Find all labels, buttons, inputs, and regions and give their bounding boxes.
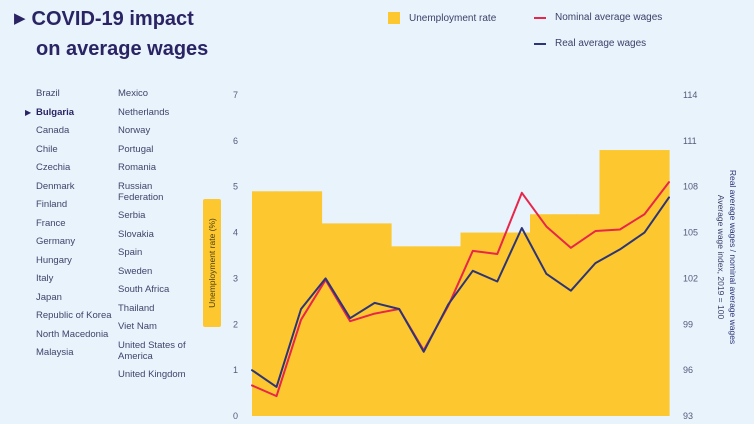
left-axis-ticks: 0 1 2 3 4 5 6 7: [233, 90, 238, 421]
title-line-2: on average wages: [36, 38, 209, 60]
right-tick-108: 108: [683, 182, 698, 192]
legend-nominal-swatch: [534, 16, 546, 19]
country-item-thailand[interactable]: Thailand: [118, 302, 155, 314]
chart-title: ▶ COVID-19 impact on average wages: [14, 5, 208, 63]
unemployment-bar-10: [483, 232, 508, 416]
unemployment-bar-5: [367, 223, 392, 416]
country-item-germany[interactable]: Germany: [36, 236, 76, 247]
wage-lines-layer: [251, 181, 670, 398]
country-item-united-kingdom[interactable]: United Kingdom: [118, 369, 186, 380]
unemployment-bar-0: [252, 191, 276, 416]
unemployment-bar-15: [599, 150, 624, 416]
title-text-1: COVID-19 impact: [31, 8, 194, 30]
unemployment-bar-9: [460, 232, 485, 416]
left-tick-0: 0: [233, 411, 238, 421]
country-item-romania[interactable]: Romania: [118, 162, 157, 173]
left-tick-4: 4: [233, 228, 238, 238]
country-item-netherlands[interactable]: Netherlands: [118, 106, 170, 118]
selected-country-marker-icon: ▶: [25, 107, 32, 117]
country-item-finland[interactable]: Finland: [36, 199, 68, 210]
right-axis-ticks: 93 96 99 102 105 108 111 114: [683, 90, 698, 421]
left-axis-title: Unemployment rate (%): [203, 199, 221, 327]
legend-nominal-label: Nominal average wages: [555, 12, 663, 23]
country-item-malaysia[interactable]: Malaysia: [36, 347, 74, 358]
unemployment-bar-13: [553, 214, 577, 416]
right-tick-102: 102: [683, 273, 698, 283]
unemployment-bar-17: [645, 150, 670, 416]
country-item-viet-nam[interactable]: Viet Nam: [118, 321, 157, 332]
right-tick-105: 105: [683, 228, 698, 238]
legend-unemployment-swatch: [388, 12, 400, 24]
country-item-canada[interactable]: Canada: [36, 125, 70, 136]
country-item-portugal[interactable]: Portugal: [118, 143, 154, 155]
unemployment-bar-3: [321, 223, 346, 416]
right-tick-111: 111: [683, 136, 697, 146]
legend-unemployment-label: Unemployment rate: [409, 12, 497, 24]
unemployment-bar-16: [622, 150, 647, 416]
country-item-brazil[interactable]: Brazil: [36, 88, 60, 99]
country-item-czechia[interactable]: Czechia: [36, 162, 71, 173]
legend-unemployment: Unemployment rate: [388, 12, 496, 24]
legend-real-label: Real average wages: [555, 38, 647, 49]
title-marker-icon: ▶: [14, 10, 26, 27]
right-axis-title: Real average wages / nominal average wag…: [716, 170, 738, 344]
unemployment-bar-7: [414, 246, 438, 416]
country-item-italy[interactable]: Italy: [36, 273, 54, 284]
country-item-south-africa[interactable]: South Africa: [118, 284, 170, 295]
country-item-france[interactable]: France: [36, 217, 66, 229]
country-item-denmark[interactable]: Denmark: [36, 180, 75, 192]
right-tick-96: 96: [683, 365, 693, 375]
country-item-republic-of-korea[interactable]: Republic of Korea: [36, 310, 112, 321]
country-item-spain[interactable]: Spain: [118, 247, 143, 258]
country-column-1: Brazil ▶ Bulgaria Canada Chile Czechia Denmark…: [25, 88, 116, 366]
country-item-sweden[interactable]: Sweden: [118, 265, 153, 277]
left-axis-title-text: Unemployment rate (%): [207, 218, 217, 308]
unemployment-bar-12: [530, 214, 554, 416]
title-line-1: ▶ COVID-19 impact: [14, 5, 208, 35]
country-item-north-macedonia[interactable]: North Macedonia: [36, 328, 109, 340]
legend-real: Real average wages: [534, 38, 646, 49]
unemployment-bar-14: [576, 214, 601, 416]
right-tick-114: 114: [683, 90, 697, 100]
country-item-russian-federation[interactable]: Russian Federation: [118, 180, 164, 203]
unemployment-bar-6: [391, 246, 415, 416]
right-tick-93: 93: [683, 411, 693, 421]
unemployment-bar-11: [506, 232, 531, 416]
real-wages-line: [251, 196, 670, 388]
country-column-2: Mexico Netherlands Norway Portugal Romania Ru…: [118, 88, 198, 388]
left-tick-3: 3: [233, 273, 238, 283]
country-item-chile[interactable]: Chile: [36, 143, 58, 155]
legend-nominal: Nominal average wages: [534, 12, 662, 23]
country-item-japan[interactable]: Japan: [36, 291, 62, 303]
legend-real-swatch: [534, 42, 546, 45]
right-axis-title-line1: Real average wages / nominal average wag…: [728, 170, 738, 344]
right-axis-title-line2: Average wage index, 2019 = 100: [716, 195, 726, 320]
unemployment-bar-1: [275, 191, 299, 416]
nominal-wages-line: [251, 181, 670, 398]
country-item-hungary[interactable]: Hungary: [36, 254, 72, 266]
unemployment-area-layer: [252, 150, 670, 416]
country-item-serbia[interactable]: Serbia: [118, 210, 146, 221]
left-tick-6: 6: [233, 136, 238, 146]
left-tick-2: 2: [233, 319, 238, 329]
right-tick-99: 99: [683, 319, 693, 329]
left-axis-title-bg: [203, 199, 221, 327]
left-tick-5: 5: [233, 182, 238, 192]
left-tick-7: 7: [233, 90, 238, 100]
country-item-united-states-of-america[interactable]: United States of America: [118, 339, 186, 362]
country-item-mexico[interactable]: Mexico: [118, 88, 149, 99]
country-item-bulgaria[interactable]: ▶ Bulgaria: [25, 106, 75, 118]
country-item-slovakia[interactable]: Slovakia: [118, 228, 154, 240]
left-tick-1: 1: [233, 365, 238, 375]
unemployment-bar-8: [437, 246, 462, 416]
country-item-norway[interactable]: Norway: [118, 125, 151, 136]
